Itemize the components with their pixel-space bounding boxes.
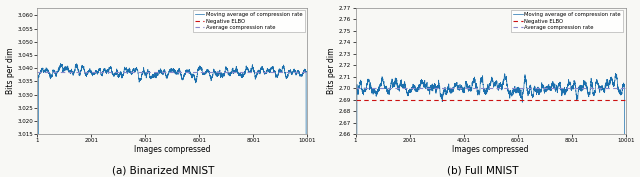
Moving average of compression rate xyxy=(49,70,57,73)
Moving average of compression rate xyxy=(363,85,371,87)
Y-axis label: Bits per dim: Bits per dim xyxy=(6,48,15,94)
X-axis label: Images compressed: Images compressed xyxy=(452,145,529,154)
Moving average of compression rate xyxy=(368,91,376,93)
Legend: Moving average of compression rate, Negative ELBO, Average compression rate: Moving average of compression rate, Nega… xyxy=(193,10,305,32)
Text: (a) Binarized MNIST: (a) Binarized MNIST xyxy=(112,165,214,175)
Moving average of compression rate xyxy=(57,62,65,65)
Average compression rate xyxy=(33,71,41,73)
Moving average of compression rate xyxy=(166,70,173,72)
Negative ELBO xyxy=(351,99,359,101)
X-axis label: Images compressed: Images compressed xyxy=(134,145,211,154)
Text: (b) Full MNIST: (b) Full MNIST xyxy=(447,165,519,175)
Moving average of compression rate xyxy=(404,92,412,95)
Average compression rate xyxy=(33,71,41,73)
Negative ELBO xyxy=(351,99,359,101)
Moving average of compression rate xyxy=(289,71,297,73)
Moving average of compression rate xyxy=(607,78,615,80)
Legend: Moving average of compression rate, Negative ELBO, Average compression rate: Moving average of compression rate, Nega… xyxy=(511,10,623,32)
Y-axis label: Bits per dim: Bits per dim xyxy=(327,48,336,94)
Moving average of compression rate xyxy=(484,87,492,90)
Line: Moving average of compression rate: Moving average of compression rate xyxy=(355,73,626,177)
Moving average of compression rate xyxy=(612,72,620,75)
Average compression rate xyxy=(351,87,359,89)
Moving average of compression rate xyxy=(86,70,94,72)
Line: Moving average of compression rate: Moving average of compression rate xyxy=(37,64,307,177)
Moving average of compression rate xyxy=(45,71,52,73)
Average compression rate xyxy=(351,87,359,89)
